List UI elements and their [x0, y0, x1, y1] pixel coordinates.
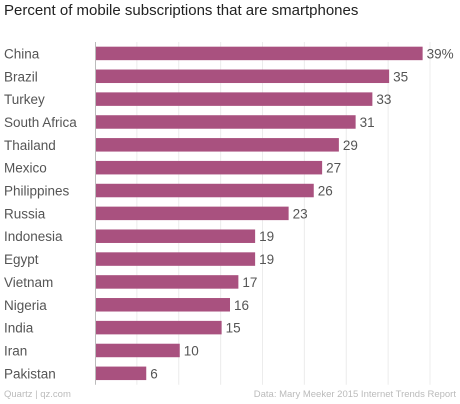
bar-india	[96, 320, 222, 335]
bar-thailand	[96, 138, 339, 152]
footer-credit: Data: Mary Meeker 2015 Internet Trends R…	[253, 389, 456, 400]
value-label: 16	[234, 298, 249, 313]
bar-pakistan	[96, 366, 147, 381]
category-label: Indonesia	[4, 229, 63, 244]
category-label: Vietnam	[4, 275, 53, 290]
value-label: 39%	[427, 46, 454, 61]
bar-philippines	[96, 183, 314, 198]
value-label: 19	[259, 229, 274, 244]
value-label: 27	[326, 161, 341, 176]
bar-turkey	[96, 92, 373, 106]
chart-title: Percent of mobile subscriptions that are…	[4, 2, 359, 19]
category-label: Thailand	[4, 138, 56, 153]
category-label: Brazil	[4, 69, 38, 84]
value-label: 31	[360, 115, 375, 130]
bar-vietnam	[96, 275, 239, 289]
category-label: Turkey	[4, 92, 45, 107]
value-label: 10	[184, 343, 199, 358]
value-label: 26	[318, 184, 333, 199]
bar-iran	[96, 343, 180, 358]
bar-south-africa	[96, 115, 356, 129]
category-label: Egypt	[4, 252, 39, 267]
bar-indonesia	[96, 229, 256, 243]
bar-brazil	[96, 69, 390, 84]
value-label: 19	[259, 252, 274, 267]
category-label: Pakistan	[4, 366, 56, 381]
category-label: Iran	[4, 343, 27, 358]
value-label: 15	[226, 321, 241, 336]
value-label: 29	[343, 138, 358, 153]
value-label: 33	[376, 92, 391, 107]
value-label: 17	[242, 275, 257, 290]
category-label: Nigeria	[4, 298, 47, 313]
category-label: China	[4, 46, 40, 61]
category-label: India	[4, 321, 34, 336]
bars-layer	[96, 46, 423, 381]
bar-mexico	[96, 160, 323, 175]
bar-russia	[96, 206, 289, 221]
category-label: South Africa	[4, 115, 77, 130]
labels-layer: China 39% Brazil 35 Turkey 33 South Africa 31 Th…	[4, 46, 454, 381]
bar-china	[96, 46, 423, 61]
value-label: 35	[393, 69, 408, 84]
category-label: Mexico	[4, 161, 47, 176]
bar-egypt	[96, 252, 256, 266]
bar-nigeria	[96, 298, 230, 312]
category-label: Philippines	[4, 184, 70, 199]
value-label: 23	[293, 206, 308, 221]
value-label: 6	[150, 366, 158, 381]
footer-source: Quartz | qz.com	[4, 389, 71, 400]
category-label: Russia	[4, 206, 46, 221]
